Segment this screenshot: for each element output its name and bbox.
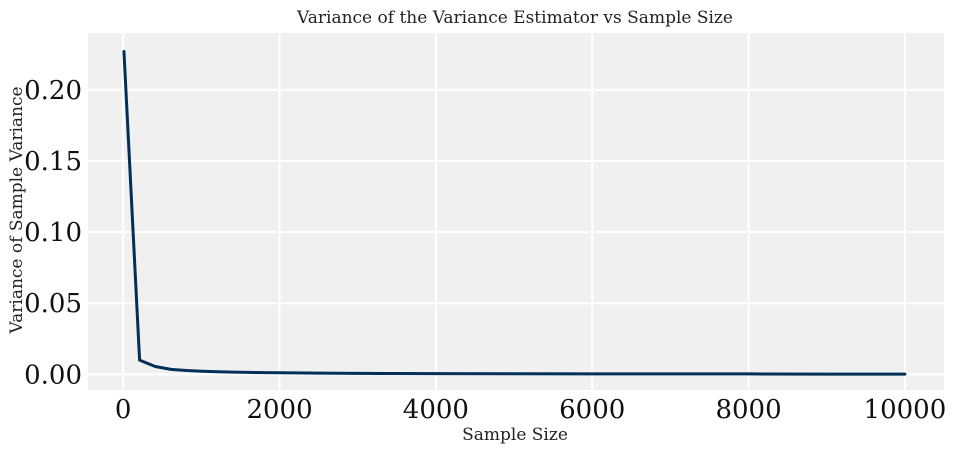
y-tick-label: 0.10 bbox=[24, 218, 82, 248]
x-tick-label: 2000 bbox=[246, 395, 312, 425]
y-axis-ticks: 0.00 0.05 0.10 0.15 0.20 bbox=[24, 76, 82, 390]
y-tick-label: 0.15 bbox=[24, 147, 82, 177]
x-tick-label: 6000 bbox=[559, 395, 625, 425]
x-axis-ticks: 0 2000 4000 6000 8000 10000 bbox=[115, 395, 946, 425]
chart-title: Variance of the Variance Estimator vs Sa… bbox=[296, 8, 733, 28]
series-line bbox=[122, 49, 907, 376]
x-tick-label: 8000 bbox=[715, 395, 781, 425]
grid-lines bbox=[88, 33, 944, 390]
x-tick-label: 10000 bbox=[864, 395, 947, 425]
series-layer bbox=[122, 49, 907, 376]
x-axis-label: Sample Size bbox=[462, 425, 568, 445]
x-tick-label: 4000 bbox=[403, 395, 469, 425]
plot-area bbox=[88, 33, 944, 390]
y-tick-label: 0.00 bbox=[24, 360, 82, 390]
y-tick-label: 0.20 bbox=[24, 76, 82, 106]
x-tick-label: 0 bbox=[115, 395, 132, 425]
y-axis-label: Variance of Sample Variance bbox=[7, 86, 27, 334]
y-tick-label: 0.05 bbox=[24, 289, 82, 319]
